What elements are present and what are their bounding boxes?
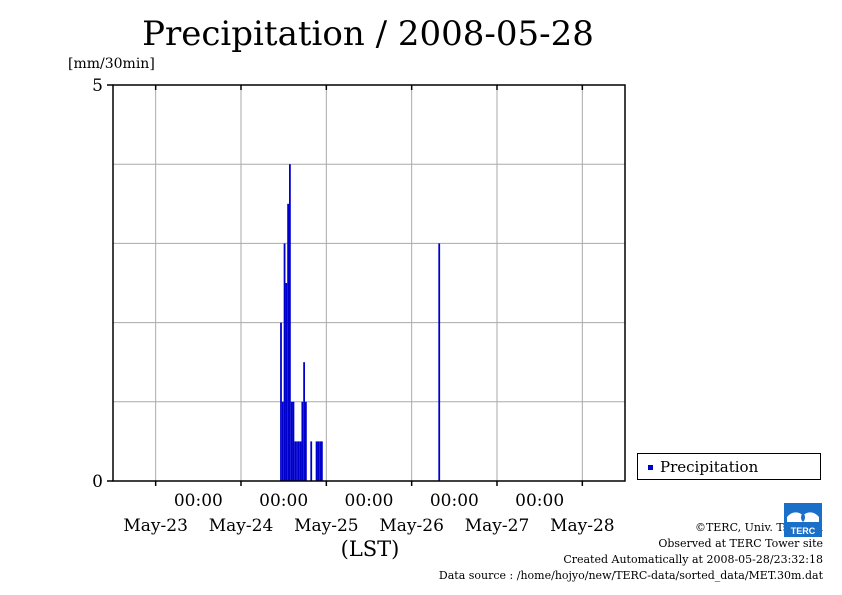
logo-text: TERC bbox=[791, 526, 816, 536]
precipitation-bar bbox=[303, 362, 305, 481]
precipitation-bar bbox=[296, 441, 298, 481]
precipitation-bar bbox=[321, 441, 323, 481]
x-tick-time-label: 00:00 bbox=[259, 491, 308, 511]
data-source-text: Data source : /home/hojyo/new/TERC-data/… bbox=[438, 569, 823, 582]
created-timestamp-text: Created Automatically at 2008-05-28/23:3… bbox=[563, 553, 823, 566]
precipitation-bar bbox=[319, 441, 321, 481]
x-axis-label: (LST) bbox=[341, 537, 400, 561]
observed-site-text: Observed at TERC Tower site bbox=[658, 537, 823, 550]
x-tick-time-label: 00:00 bbox=[515, 491, 564, 511]
legend-label: Precipitation bbox=[660, 458, 759, 476]
precipitation-bar bbox=[285, 283, 288, 481]
precipitation-bar bbox=[290, 401, 293, 481]
precipitation-bar bbox=[310, 441, 313, 481]
precipitation-bar bbox=[297, 441, 300, 481]
precipitation-bar bbox=[289, 164, 291, 481]
x-tick-date-label: May-27 bbox=[465, 516, 530, 536]
precipitation-bar bbox=[317, 441, 320, 481]
chart-title: Precipitation / 2008-05-28 bbox=[142, 14, 594, 54]
precipitation-bar bbox=[438, 243, 441, 481]
x-tick-time-label: 00:00 bbox=[174, 491, 223, 511]
precipitation-bar bbox=[292, 401, 295, 481]
y-tick-label: 0 bbox=[92, 472, 103, 492]
precipitation-bar bbox=[281, 401, 284, 481]
plot-frame bbox=[112, 84, 626, 482]
precipitation-bar bbox=[301, 401, 304, 481]
x-tick-date-label: May-24 bbox=[209, 516, 274, 536]
y-tick-label: 5 bbox=[92, 76, 103, 96]
x-tick-date-label: May-25 bbox=[294, 516, 359, 536]
y-axis-unit-label: [mm/30min] bbox=[68, 56, 155, 72]
precipitation-bar bbox=[294, 441, 297, 481]
x-tick-time-label: 00:00 bbox=[345, 491, 394, 511]
precipitation-bar bbox=[315, 441, 318, 481]
precipitation-bar bbox=[280, 322, 282, 481]
precipitation-bar bbox=[299, 441, 302, 481]
terc-logo-icon: TERC bbox=[784, 503, 822, 537]
x-tick-date-label: May-28 bbox=[550, 516, 615, 536]
legend-swatch bbox=[648, 465, 653, 470]
precipitation-bar bbox=[305, 401, 307, 481]
x-tick-time-label: 00:00 bbox=[430, 491, 479, 511]
precipitation-bar bbox=[283, 243, 286, 481]
copyright-text: ©TERC, Univ. Tsukuba bbox=[694, 521, 823, 534]
precipitation-bar bbox=[287, 203, 289, 482]
credits-block: ©TERC, Univ. Tsukuba Observed at TERC To… bbox=[439, 520, 823, 584]
legend: Precipitation bbox=[637, 453, 821, 480]
x-tick-date-label: May-26 bbox=[379, 516, 444, 536]
x-tick-date-label: May-23 bbox=[123, 516, 188, 536]
